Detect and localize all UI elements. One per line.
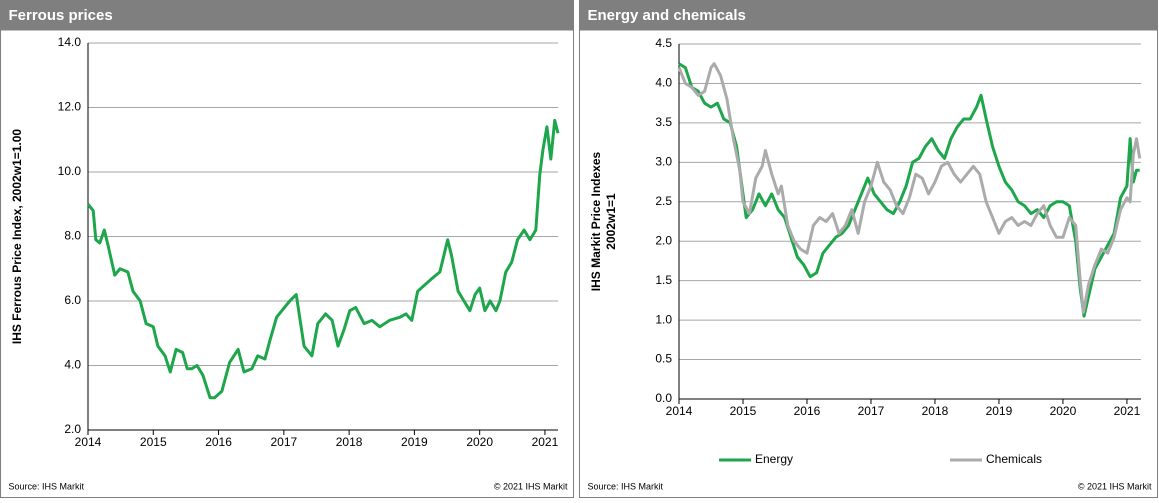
legend-label: Chemicals [986, 452, 1042, 466]
y-tick-label: 2.0 [64, 422, 81, 436]
y-tick-label: 2.0 [655, 233, 672, 247]
x-tick-label: 2015 [140, 435, 167, 449]
copyright: © 2021 IHS Markit [1078, 481, 1152, 491]
y-tick-label: 14.0 [58, 35, 82, 49]
x-tick-label: 2015 [730, 404, 757, 418]
panel [0, 0, 574, 498]
y-tick-label: 4.0 [655, 76, 672, 90]
panel-header [579, 0, 1158, 31]
y-tick-label: 3.0 [655, 155, 672, 169]
x-tick-label: 2014 [75, 435, 102, 449]
x-tick-label: 2019 [986, 404, 1013, 418]
x-tick-label: 2018 [336, 435, 363, 449]
source: Source: IHS Markit [588, 481, 664, 491]
panel-title: Ferrous prices [9, 7, 113, 24]
y-axis-label: 2002w1=1 [604, 193, 618, 250]
panel-title: Energy and chemicals [588, 7, 746, 24]
y-tick-label: 1.0 [655, 312, 672, 326]
y-tick-label: 10.0 [58, 164, 82, 178]
legend-label: Energy [755, 452, 793, 466]
x-tick-label: 2016 [794, 404, 821, 418]
source: Source: IHS Markit [9, 481, 85, 491]
y-tick-label: 4.0 [64, 358, 81, 372]
x-tick-label: 2016 [205, 435, 232, 449]
y-tick-label: 6.0 [64, 293, 81, 307]
data-line [86, 118, 560, 400]
x-tick-label: 2021 [532, 435, 559, 449]
x-tick-label: 2020 [466, 435, 493, 449]
x-tick-label: 2017 [270, 435, 297, 449]
panel-header [0, 0, 574, 31]
y-tick-label: 2.5 [655, 194, 672, 208]
data-line [677, 62, 1142, 314]
x-tick-label: 2020 [1050, 404, 1077, 418]
y-tick-label: 12.0 [58, 100, 82, 114]
y-tick-label: 1.5 [655, 273, 672, 287]
y-axis-label: IHS Ferrous Price Index, 2002w1=1.00 [10, 129, 24, 344]
y-tick-label: 4.5 [655, 36, 672, 50]
x-tick-label: 2021 [1114, 404, 1141, 418]
x-tick-label: 2019 [401, 435, 428, 449]
copyright: © 2021 IHS Markit [494, 481, 568, 491]
y-axis-label: IHS Markit Price Indexes [589, 151, 603, 291]
y-tick-label: 8.0 [64, 229, 81, 243]
x-tick-label: 2018 [922, 404, 949, 418]
x-tick-label: 2017 [858, 404, 885, 418]
x-tick-label: 2014 [666, 404, 693, 418]
y-tick-label: 0.5 [655, 352, 672, 366]
y-tick-label: 3.5 [655, 115, 672, 129]
y-tick-label: 0.0 [655, 391, 672, 405]
